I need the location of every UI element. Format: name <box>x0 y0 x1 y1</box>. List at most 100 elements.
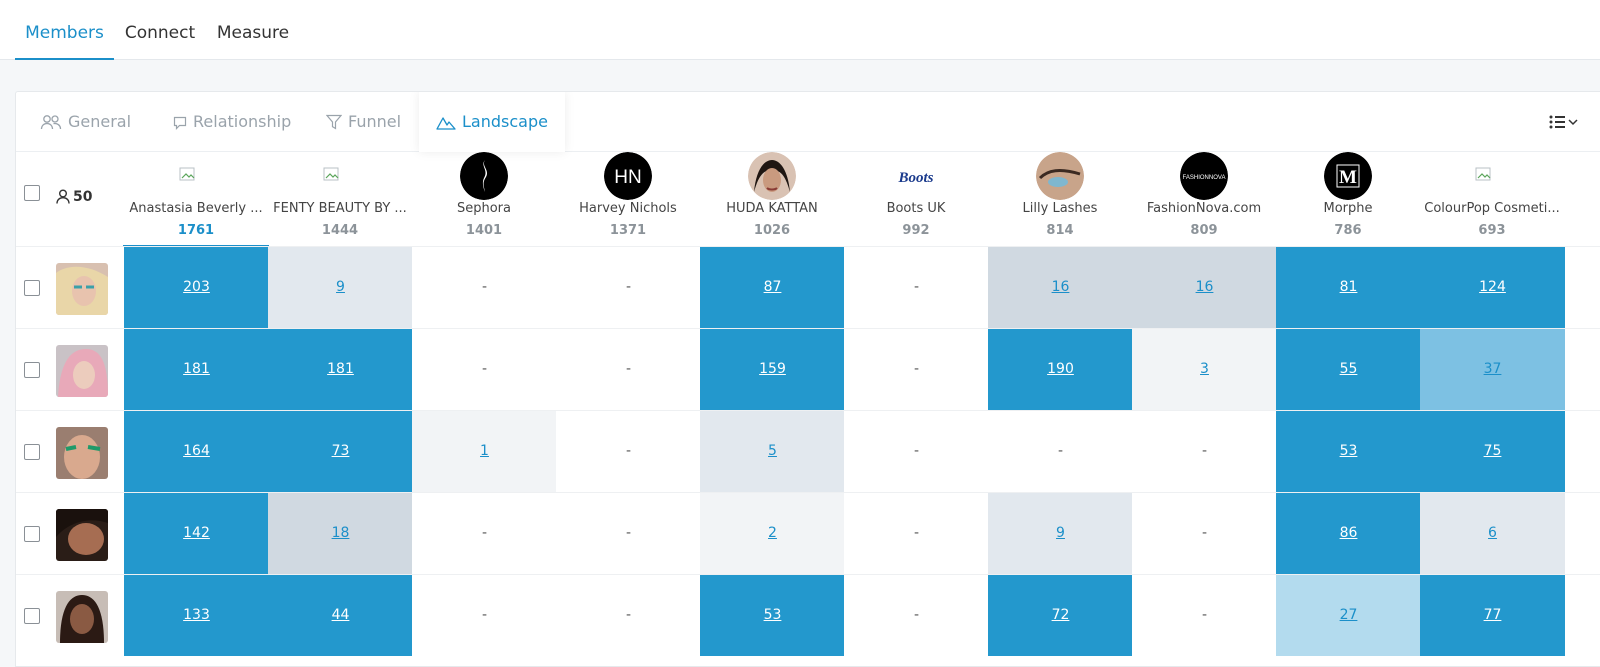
engagement-cell: - <box>988 411 1133 492</box>
brand-column-header[interactable]: HN Harvey Nichols 1371 <box>555 152 701 246</box>
tab-members[interactable]: Members <box>15 0 114 60</box>
landscape-card: General Relationship Funnel Landscape 50… <box>15 91 1600 667</box>
engagement-cell: - <box>1132 411 1277 492</box>
engagement-cell[interactable]: 44 <box>268 575 413 656</box>
engagement-cell[interactable]: 159 <box>700 329 845 410</box>
brand-name: Sephora <box>456 201 511 216</box>
subtab-relationship[interactable]: Relationship <box>173 92 291 152</box>
engagement-cell: - <box>844 329 989 410</box>
engagement-cell[interactable]: 190 <box>988 329 1133 410</box>
engagement-cell[interactable]: 75 <box>1420 411 1565 492</box>
morphe-logo: M <box>1324 152 1372 200</box>
engagement-cell[interactable]: 81 <box>1276 247 1421 328</box>
engagement-cell[interactable]: 55 <box>1276 329 1421 410</box>
table-row: 133 44- -53-72-27 77 <box>16 574 1600 656</box>
brand-total: 1761 <box>177 223 215 238</box>
engagement-cell[interactable]: 16 <box>1132 247 1277 328</box>
svg-text:FASHIONNOVA: FASHIONNOVA <box>1183 175 1226 181</box>
brand-column-header[interactable]: HUDA KATTAN 1026 <box>699 152 845 246</box>
engagement-cell[interactable]: 5 <box>700 411 845 492</box>
table-row: 203 9- -87-16 16 81 124 <box>16 246 1600 328</box>
table-row: 164 73 1-5- - -53 75 <box>16 410 1600 492</box>
engagement-cell[interactable]: 87 <box>700 247 845 328</box>
engagement-cell[interactable]: 77 <box>1420 575 1565 656</box>
engagement-cell[interactable]: 53 <box>700 575 845 656</box>
engagement-cell: - <box>1132 493 1277 574</box>
member-avatar[interactable] <box>56 591 108 643</box>
engagement-cell[interactable]: 53 <box>1276 411 1421 492</box>
engagement-cell[interactable]: 164 <box>124 411 269 492</box>
broken-image-icon <box>1468 152 1516 200</box>
brand-total: 1401 <box>465 223 503 238</box>
engagement-cell: - <box>412 575 557 656</box>
brand-name: Lilly Lashes <box>1022 201 1098 216</box>
member-avatar[interactable] <box>56 345 108 397</box>
engagement-cell[interactable]: 72 <box>988 575 1133 656</box>
engagement-cell[interactable]: 18 <box>268 493 413 574</box>
engagement-cell[interactable]: 124 <box>1420 247 1565 328</box>
harvey-nichols-logo: HN <box>604 152 652 200</box>
row-checkbox[interactable] <box>24 280 40 296</box>
select-all-checkbox[interactable] <box>24 185 40 201</box>
engagement-cell[interactable]: 142 <box>124 493 269 574</box>
brand-column-header[interactable]: M Morphe 786 <box>1275 152 1421 246</box>
brand-column-header[interactable]: FENTY BEAUTY BY ... 1444 <box>267 152 413 246</box>
engagement-cell[interactable]: 133 <box>124 575 269 656</box>
engagement-cell[interactable]: 181 <box>268 329 413 410</box>
mountain-icon <box>436 117 456 130</box>
row-checkbox[interactable] <box>24 608 40 624</box>
engagement-cell[interactable]: 2 <box>700 493 845 574</box>
user-icon <box>56 189 70 204</box>
engagement-cell[interactable]: 3 <box>1132 329 1277 410</box>
list-view-toggle[interactable] <box>1547 111 1581 133</box>
engagement-cell[interactable]: 6 <box>1420 493 1565 574</box>
brand-column-header[interactable]: Sephora 1401 <box>411 152 557 246</box>
row-checkbox[interactable] <box>24 526 40 542</box>
engagement-cell: - <box>844 493 989 574</box>
engagement-cell: - <box>556 411 701 492</box>
subtab-landscape-label: Landscape <box>462 112 548 131</box>
list-chevron-icon <box>1549 115 1578 129</box>
brand-column-header[interactable]: ColourPop Cosmeti... 693 <box>1419 152 1565 246</box>
engagement-cell[interactable]: 16 <box>988 247 1133 328</box>
subtab-relationship-label: Relationship <box>193 112 292 131</box>
engagement-cell[interactable]: 27 <box>1276 575 1421 656</box>
brand-column-header[interactable]: FASHIONNOVA FashionNova.com 809 <box>1131 152 1277 246</box>
member-avatar[interactable] <box>56 509 108 561</box>
engagement-cell: - <box>556 329 701 410</box>
engagement-cell: - <box>844 575 989 656</box>
top-navigation: Members Connect Measure <box>0 0 1600 60</box>
brand-total: 992 <box>902 223 930 238</box>
subtab-landscape[interactable]: Landscape <box>419 92 565 152</box>
engagement-cell[interactable]: 181 <box>124 329 269 410</box>
brand-name: Anastasia Beverly ... <box>129 201 263 216</box>
subtab-general[interactable]: General <box>40 92 131 152</box>
comment-icon <box>173 116 187 130</box>
tab-connect[interactable]: Connect <box>124 23 196 43</box>
row-checkbox[interactable] <box>24 444 40 460</box>
engagement-cell[interactable]: 86 <box>1276 493 1421 574</box>
member-avatar[interactable] <box>56 263 108 315</box>
engagement-cell[interactable]: 1 <box>412 411 557 492</box>
table-row: 142 18- -2-9-86 6 <box>16 492 1600 574</box>
brand-column-header[interactable]: Anastasia Beverly ... 1761 <box>123 152 269 247</box>
subtab-funnel[interactable]: Funnel <box>325 92 401 152</box>
engagement-cell[interactable]: 9 <box>988 493 1133 574</box>
engagement-cell[interactable]: 37 <box>1420 329 1565 410</box>
engagement-cell[interactable]: 73 <box>268 411 413 492</box>
huda-kattan-photo <box>748 152 796 200</box>
users-icon <box>40 115 62 130</box>
brand-name: Boots UK <box>886 201 946 216</box>
tab-measure[interactable]: Measure <box>216 23 290 43</box>
member-avatar[interactable] <box>56 427 108 479</box>
brand-name: FashionNova.com <box>1146 201 1262 216</box>
brand-column-header[interactable]: Lilly Lashes 814 <box>987 152 1133 246</box>
boots-logo: Boots <box>892 152 940 200</box>
brand-total: 786 <box>1334 223 1362 238</box>
brand-header-row: 50 Anastasia Beverly ... 1761 FENTY BEAU… <box>16 152 1600 247</box>
brand-column-header[interactable]: Boots Boots UK 992 <box>843 152 989 246</box>
row-checkbox[interactable] <box>24 362 40 378</box>
engagement-cell[interactable]: 9 <box>268 247 413 328</box>
subtab-general-label: General <box>68 112 132 131</box>
engagement-cell[interactable]: 203 <box>124 247 269 328</box>
